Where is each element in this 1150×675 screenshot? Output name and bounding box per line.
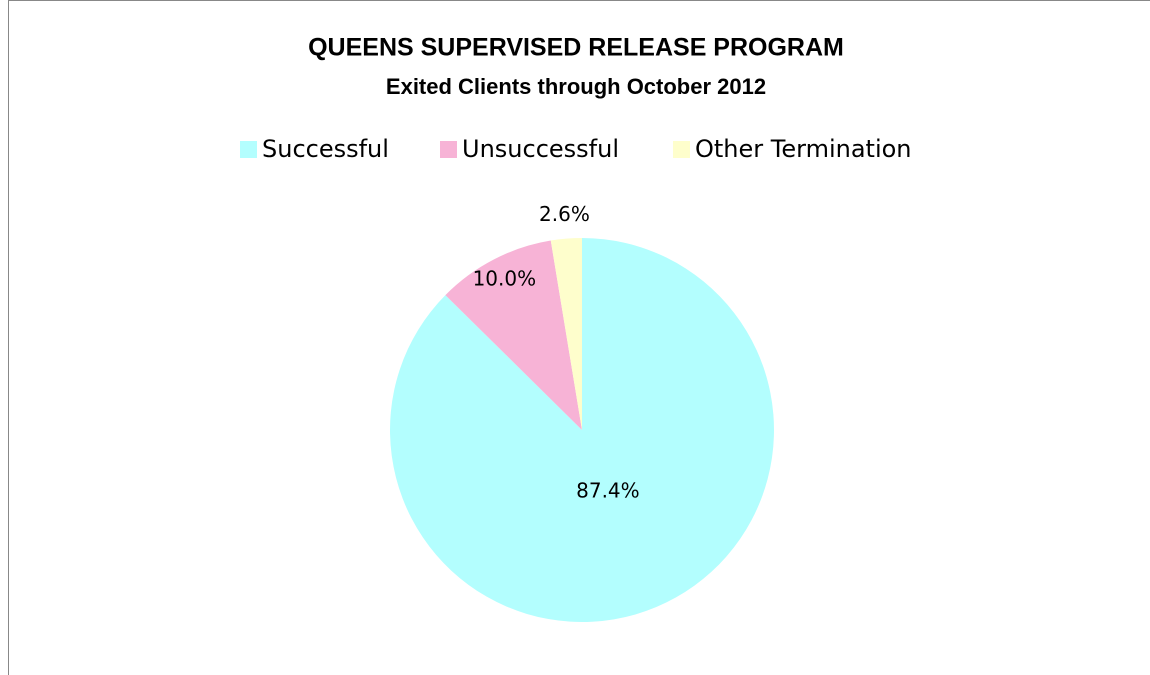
legend-label: Unsuccessful: [462, 135, 619, 163]
chart-title: QUEENS SUPERVISED RELEASE PROGRAM: [308, 34, 844, 62]
legend-swatch: [240, 141, 257, 158]
legend-swatch: [673, 141, 690, 158]
data-label: 87.4%: [576, 479, 640, 503]
pie-slice: [445, 240, 582, 430]
data-label: 2.6%: [539, 202, 590, 226]
legend-label: Other Termination: [695, 135, 912, 163]
legend-label: Successful: [262, 135, 389, 163]
chart-subtitle: Exited Clients through October 2012: [386, 74, 766, 99]
data-label: 10.0%: [473, 266, 537, 290]
pie-slice: [550, 238, 582, 430]
legend-swatch: [440, 141, 457, 158]
